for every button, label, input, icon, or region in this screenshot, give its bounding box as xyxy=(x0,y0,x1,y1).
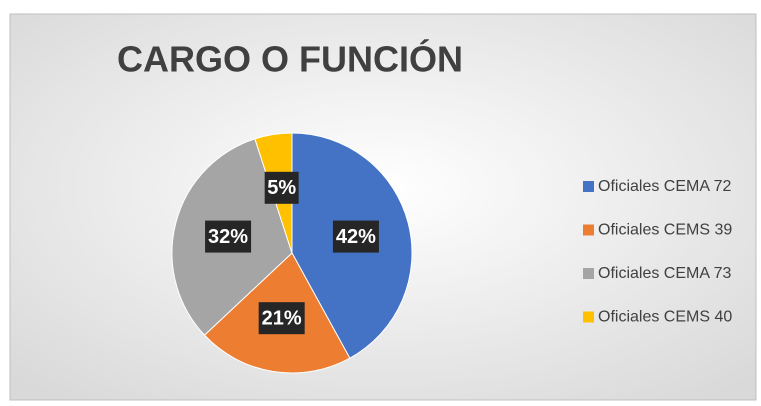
legend-swatch xyxy=(583,224,594,236)
data-label-box xyxy=(205,220,252,253)
legend-label: Oficiales CEMS 40 xyxy=(598,309,732,326)
legend-swatch xyxy=(583,268,594,279)
data-label: 5% xyxy=(267,177,296,199)
legend-label: Oficiales CEMA 72 xyxy=(598,178,731,195)
data-label-box xyxy=(258,302,305,335)
data-label: 42% xyxy=(336,226,376,248)
legend-label: Oficiales CEMA 73 xyxy=(598,265,731,282)
data-label: 21% xyxy=(262,307,302,329)
chart-title: CARGO O FUNCIÓN xyxy=(117,38,463,80)
data-label: 32% xyxy=(208,226,248,248)
legend-label: Oficiales CEMS 39 xyxy=(598,222,732,239)
data-label-box xyxy=(332,220,379,253)
legend-swatch xyxy=(583,311,594,323)
legend-swatch xyxy=(583,181,594,192)
data-label-box xyxy=(264,171,299,204)
